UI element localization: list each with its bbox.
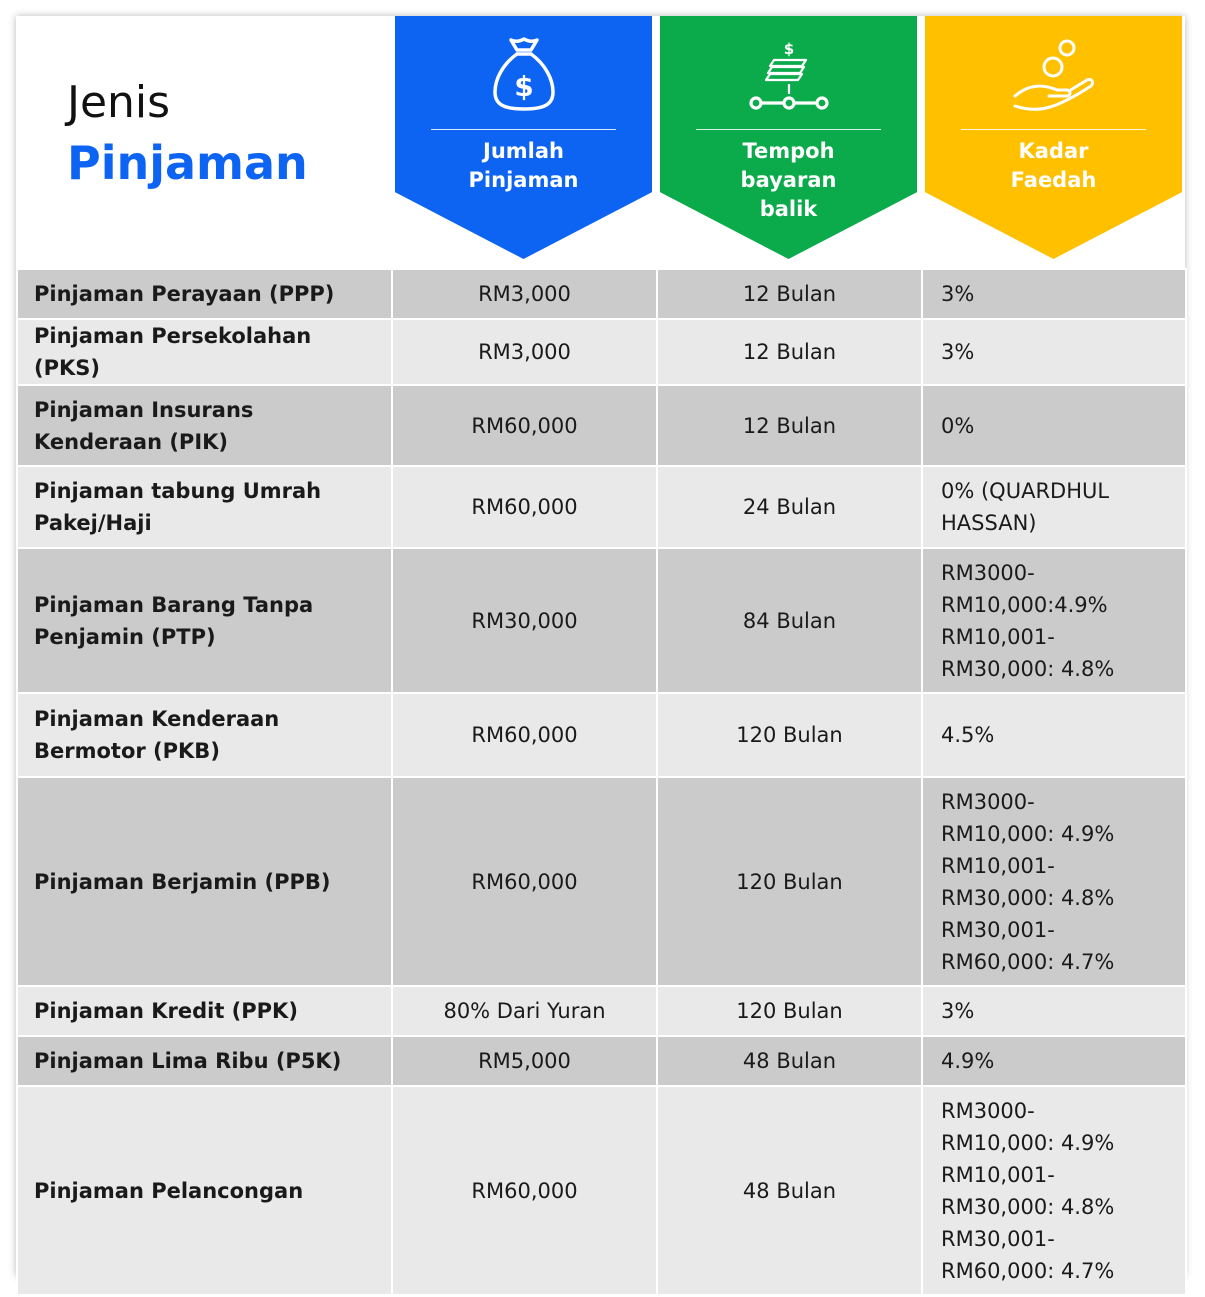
- loan-amount: RM3,000: [391, 318, 658, 386]
- loan-term: 48 Bulan: [656, 1035, 923, 1087]
- loan-rate: 0%: [921, 384, 1187, 467]
- loan-rate: RM3000- RM10,000:4.9% RM10,001- RM30,000…: [921, 547, 1187, 694]
- loan-amount: RM60,000: [391, 1085, 658, 1296]
- header-amount: $ Jumlah Pinjaman: [395, 16, 652, 259]
- loan-amount: RM3,000: [391, 268, 658, 320]
- loan-rate: 4.5%: [921, 692, 1187, 778]
- loan-rate: 3%: [921, 268, 1187, 320]
- loan-term: 48 Bulan: [656, 1085, 923, 1296]
- loan-name: Pinjaman Barang Tanpa Penjamin (PTP): [16, 547, 393, 694]
- title-line-1: Jenis: [67, 77, 171, 128]
- loan-rate: RM3000- RM10,000: 4.9% RM10,001- RM30,00…: [921, 1085, 1187, 1296]
- loan-types-card: Jenis Pinjaman $ Jumlah Pinjaman $: [16, 16, 1187, 1296]
- cash-timeline-icon: $: [660, 34, 917, 114]
- loan-rate: 0% (QUARDHUL HASSAN): [921, 465, 1187, 549]
- header-rate: Kadar Faedah: [925, 16, 1182, 259]
- loan-rate: 4.9%: [921, 1035, 1187, 1087]
- money-bag-icon: $: [395, 34, 652, 114]
- table-row: Pinjaman Insurans Kenderaan (PIK) RM60,0…: [16, 384, 1187, 467]
- header-divider: [431, 129, 616, 130]
- loan-amount: RM5,000: [391, 1035, 658, 1087]
- loan-name: Pinjaman Berjamin (PPB): [16, 776, 393, 987]
- table-row: Pinjaman Kenderaan Bermotor (PKB) RM60,0…: [16, 692, 1187, 778]
- loan-term: 12 Bulan: [656, 318, 923, 386]
- loan-name: Pinjaman tabung Umrah Pakej/Haji: [16, 465, 393, 549]
- table-row: Pinjaman tabung Umrah Pakej/Haji RM60,00…: [16, 465, 1187, 549]
- loan-table: Pinjaman Perayaan (PPP) RM3,000 12 Bulan…: [16, 268, 1187, 1296]
- loan-term: 84 Bulan: [656, 547, 923, 694]
- table-row: Pinjaman Perayaan (PPP) RM3,000 12 Bulan…: [16, 268, 1187, 320]
- header-term-label: Tempoh bayaran balik: [740, 139, 837, 221]
- loan-rate: 3%: [921, 985, 1187, 1037]
- loan-term: 24 Bulan: [656, 465, 923, 549]
- loan-name: Pinjaman Pelancongan: [16, 1085, 393, 1296]
- table-row: Pinjaman Persekolahan (PKS) RM3,000 12 B…: [16, 318, 1187, 386]
- loan-rate: RM3000- RM10,000: 4.9% RM10,001- RM30,00…: [921, 776, 1187, 987]
- header-term: $ Tempoh bayaran balik: [660, 16, 917, 259]
- hand-coin-icon: [925, 34, 1182, 114]
- loan-amount: RM60,000: [391, 776, 658, 987]
- table-row: Pinjaman Lima Ribu (P5K) RM5,000 48 Bula…: [16, 1035, 1187, 1087]
- loan-name: Pinjaman Persekolahan (PKS): [16, 318, 393, 386]
- header-rate-label: Kadar Faedah: [1010, 139, 1097, 192]
- header-amount-label: Jumlah Pinjaman: [468, 139, 579, 192]
- svg-text:$: $: [514, 70, 533, 103]
- loan-amount: RM60,000: [391, 465, 658, 549]
- loan-amount: RM60,000: [391, 692, 658, 778]
- header-divider: [696, 129, 881, 130]
- loan-term: 120 Bulan: [656, 776, 923, 987]
- page-title: Jenis Pinjaman: [67, 74, 308, 194]
- loan-amount: 80% Dari Yuran: [391, 985, 658, 1037]
- loan-term: 120 Bulan: [656, 692, 923, 778]
- loan-name: Pinjaman Insurans Kenderaan (PIK): [16, 384, 393, 467]
- title-line-2: Pinjaman: [67, 135, 308, 190]
- table-row: Pinjaman Pelancongan RM60,000 48 Bulan R…: [16, 1085, 1187, 1296]
- loan-amount: RM30,000: [391, 547, 658, 694]
- loan-term: 12 Bulan: [656, 384, 923, 467]
- loan-name: Pinjaman Perayaan (PPP): [16, 268, 393, 320]
- table-row: Pinjaman Berjamin (PPB) RM60,000 120 Bul…: [16, 776, 1187, 987]
- table-row: Pinjaman Kredit (PPK) 80% Dari Yuran 120…: [16, 985, 1187, 1037]
- svg-text:$: $: [783, 40, 793, 58]
- loan-rate: 3%: [921, 318, 1187, 386]
- loan-name: Pinjaman Kredit (PPK): [16, 985, 393, 1037]
- loan-amount: RM60,000: [391, 384, 658, 467]
- loan-term: 120 Bulan: [656, 985, 923, 1037]
- loan-name: Pinjaman Kenderaan Bermotor (PKB): [16, 692, 393, 778]
- loan-name: Pinjaman Lima Ribu (P5K): [16, 1035, 393, 1087]
- table-row: Pinjaman Barang Tanpa Penjamin (PTP) RM3…: [16, 547, 1187, 694]
- header-divider: [961, 129, 1146, 130]
- loan-term: 12 Bulan: [656, 268, 923, 320]
